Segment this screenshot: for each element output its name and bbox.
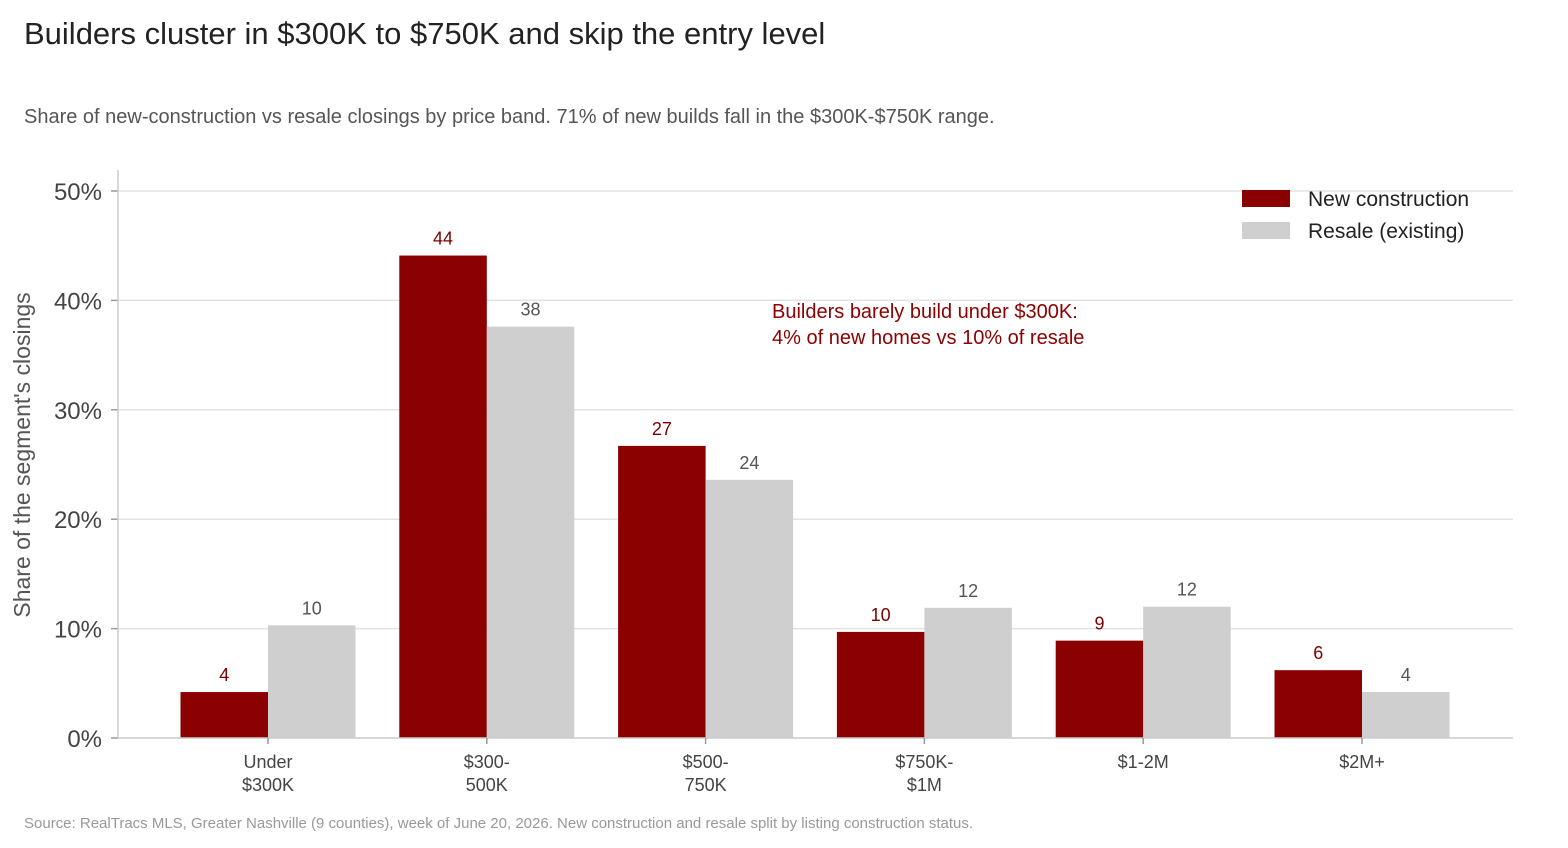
resale-bar — [705, 479, 794, 738]
y-tick-label: 50% — [54, 179, 102, 206]
chart-title: Builders cluster in $300K to $750K and s… — [24, 16, 826, 51]
resale-data-label: 4 — [1401, 665, 1411, 685]
new-construction-bar — [618, 445, 706, 738]
legend-label: New construction — [1308, 188, 1469, 211]
new-construction-data-label: 6 — [1313, 643, 1323, 663]
y-tick-label: 30% — [54, 398, 102, 425]
y-tick-label: 20% — [54, 507, 102, 534]
x-tick-label: $500- — [683, 752, 729, 772]
x-tick-label: $1M — [907, 775, 942, 795]
resale-bar — [1362, 692, 1450, 738]
resale-bar — [1143, 606, 1231, 738]
x-tick-label: 500K — [466, 775, 508, 795]
new-construction-bar — [836, 631, 925, 738]
x-tick-label: $750K- — [895, 752, 953, 772]
grid-lines — [118, 190, 1513, 630]
annotation: Builders barely build under $300K: 4% of … — [772, 301, 1084, 349]
resale-data-label: 12 — [1177, 580, 1197, 600]
source-note: Source: RealTracs MLS, Greater Nashville… — [24, 815, 974, 832]
resale-bar — [486, 326, 575, 738]
new-construction-data-label: 44 — [433, 229, 453, 249]
x-tick-label: Under — [243, 752, 292, 772]
x-tick-label: $300K — [242, 775, 294, 795]
y-axis-label: Share of the segment's closings — [9, 292, 35, 617]
new-construction-data-label: 27 — [652, 419, 672, 439]
resale-bar — [268, 625, 356, 738]
resale-data-label: 38 — [521, 300, 541, 320]
x-tick-label: $300- — [464, 752, 510, 772]
resale-data-label: 10 — [302, 598, 322, 618]
bars: 4 10 44 38 27 24 10 12 9 12 6 4 — [180, 229, 1450, 738]
x-tick-label: $1-2M — [1118, 752, 1169, 772]
new-construction-bar — [180, 692, 268, 738]
x-tick-label: 750K — [685, 775, 727, 795]
new-construction-data-label: 9 — [1094, 614, 1104, 634]
annotation-line: Builders barely build under $300K: — [772, 301, 1078, 323]
legend-label: Resale (existing) — [1308, 220, 1464, 243]
new-construction-bar — [1274, 670, 1362, 738]
y-tick-label: 0% — [67, 726, 102, 753]
x-tick-label: $2M+ — [1339, 752, 1385, 772]
chart-subtitle: Share of new-construction vs resale clos… — [24, 106, 995, 128]
resale-data-label: 12 — [958, 581, 978, 601]
axes: 0% 10% 20% 30% 40% 50% Under $300K $300- 500K $500… — [54, 170, 1513, 795]
annotation-line: 4% of new homes vs 10% of resale — [772, 327, 1084, 349]
legend-swatch — [1242, 190, 1290, 207]
resale-bar — [924, 607, 1012, 738]
y-tick-label: 40% — [54, 288, 102, 315]
y-tick-label: 10% — [54, 617, 102, 644]
new-construction-bar — [1055, 640, 1144, 738]
new-construction-data-label: 10 — [871, 605, 891, 625]
new-construction-bar — [399, 255, 487, 738]
legend-swatch — [1242, 222, 1290, 239]
resale-data-label: 24 — [739, 453, 759, 473]
new-construction-data-label: 4 — [219, 665, 229, 685]
legend: New construction Resale (existing) — [1242, 188, 1469, 243]
